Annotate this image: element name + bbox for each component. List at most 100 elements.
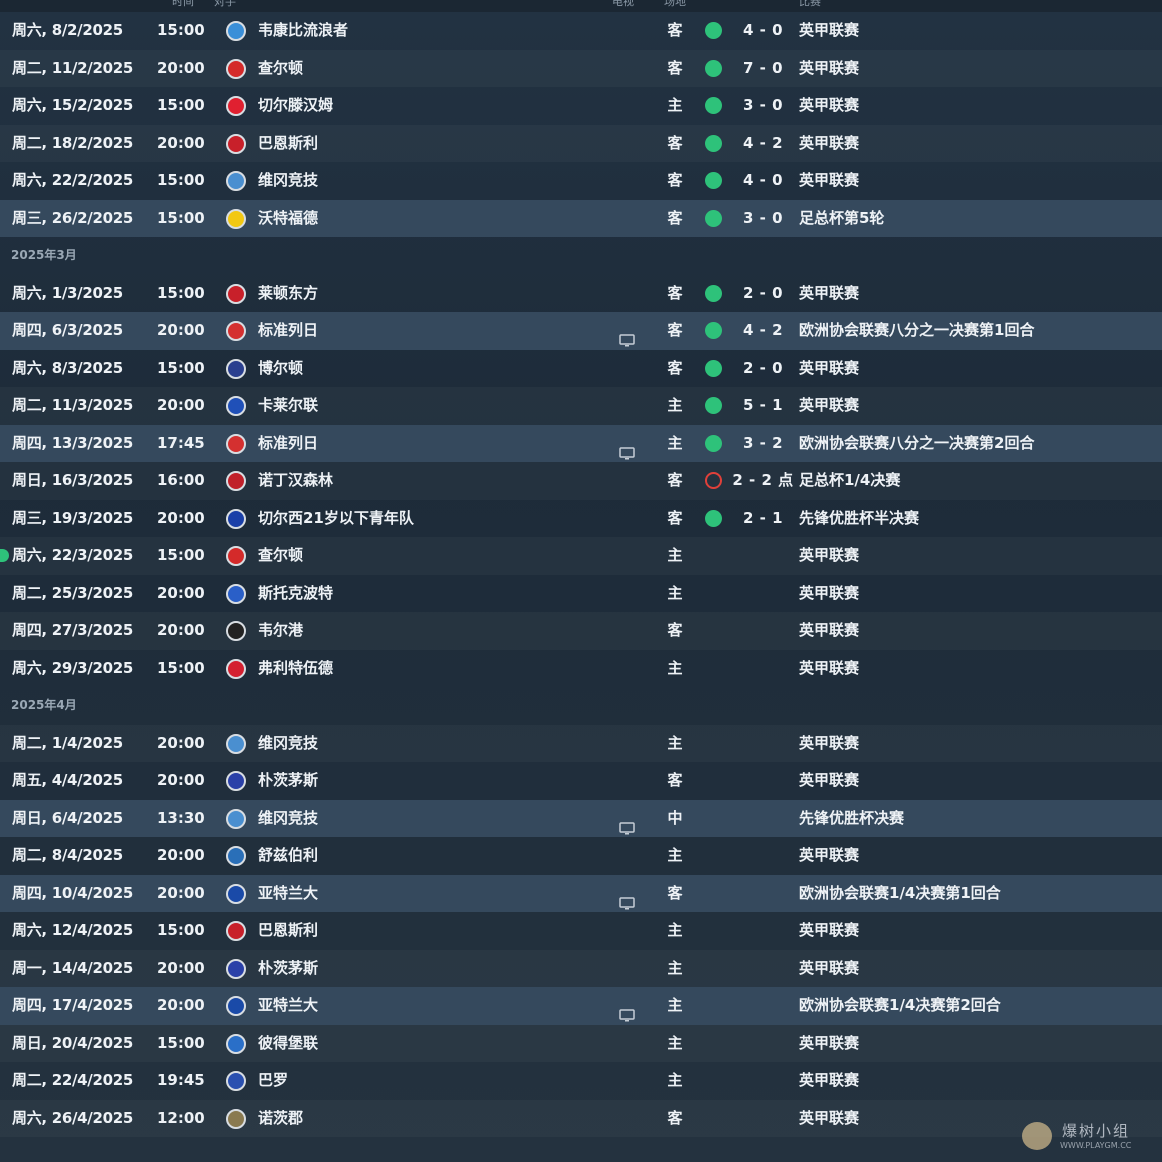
opponent-name[interactable]: 标准列日 <box>258 433 319 452</box>
opponent-name[interactable]: 标准列日 <box>258 321 319 339</box>
fixture-row[interactable]: 周四, 27/3/2025 20:00 韦尔港 客 英甲联赛 <box>0 612 1162 650</box>
fixture-row[interactable]: 周六, 1/3/2025 15:00 莱顿东方 客 2 - 0 英甲联赛 <box>0 275 1162 313</box>
opponent-name[interactable]: 巴罗 <box>258 1071 289 1089</box>
match-date[interactable]: 周二, 8/4/2025 <box>12 846 123 864</box>
fixture-row[interactable]: 周六, 8/2/2025 15:00 韦康比流浪者 客 4 - 0 英甲联赛 <box>0 12 1162 50</box>
team-crest-icon[interactable] <box>226 396 246 416</box>
fixture-row[interactable]: 周六, 26/4/2025 12:00 诺茨郡 客 英甲联赛 <box>0 1100 1162 1138</box>
fixture-row[interactable]: 周一, 14/4/2025 20:00 朴茨茅斯 主 英甲联赛 <box>0 950 1162 988</box>
fixture-row[interactable]: 周六, 22/2/2025 15:00 维冈竞技 客 4 - 0 英甲联赛 <box>0 162 1162 200</box>
match-date[interactable]: 周二, 25/3/2025 <box>12 583 134 602</box>
fixture-row[interactable]: 周六, 15/2/2025 15:00 切尔滕汉姆 主 3 - 0 英甲联赛 <box>0 87 1162 125</box>
match-date[interactable]: 周二, 18/2/2025 <box>12 133 134 152</box>
fixture-row[interactable]: 周日, 16/3/2025 16:00 诺丁汉森林 客 2 - 2 点足总杯1/4决赛 <box>0 462 1162 500</box>
header-tv[interactable]: 电视 <box>612 0 634 8</box>
match-date[interactable]: 周六, 26/4/2025 <box>12 1108 134 1127</box>
competition-name[interactable]: 欧洲协会联赛1/4决赛第2回合 <box>799 996 1001 1014</box>
match-score[interactable]: 4 - 0 <box>742 21 784 39</box>
header-venue[interactable]: 场地 <box>664 0 686 8</box>
competition-name[interactable]: 先锋优胜杯半决赛 <box>799 508 920 527</box>
opponent-name[interactable]: 亚特兰大 <box>258 883 319 902</box>
fixture-row[interactable]: 周四, 10/4/2025 20:00 亚特兰大 客 欧洲协会联赛1/4决赛第1回合 <box>0 874 1162 912</box>
team-crest-icon[interactable] <box>226 321 246 341</box>
team-crest-icon[interactable] <box>226 21 246 41</box>
competition-name[interactable]: 先锋优胜杯决赛 <box>799 808 905 827</box>
competition-name[interactable]: 英甲联赛 <box>799 358 860 377</box>
team-crest-icon[interactable] <box>226 283 246 304</box>
opponent-name[interactable]: 弗利特伍德 <box>258 658 334 677</box>
match-score[interactable]: 2 - 1 <box>742 508 784 527</box>
competition-name[interactable]: 英甲联赛 <box>799 958 860 977</box>
match-date[interactable]: 周二, 11/3/2025 <box>12 396 134 414</box>
fixture-row[interactable]: 周四, 13/3/2025 17:45 标准列日 主 3 - 2 欧洲协会联赛八分之一决赛… <box>0 424 1162 462</box>
team-crest-icon[interactable] <box>226 808 246 829</box>
team-crest-icon[interactable] <box>226 996 246 1016</box>
competition-name[interactable]: 英甲联赛 <box>799 133 860 152</box>
match-date[interactable]: 周六, 8/3/2025 <box>12 358 123 377</box>
opponent-name[interactable]: 查尔顿 <box>258 58 304 77</box>
match-date[interactable]: 周一, 14/4/2025 <box>12 958 134 977</box>
team-crest-icon[interactable] <box>226 621 246 641</box>
competition-name[interactable]: 英甲联赛 <box>799 21 860 39</box>
match-date[interactable]: 周日, 20/4/2025 <box>12 1033 134 1052</box>
fixture-row[interactable]: 周四, 17/4/2025 20:00 亚特兰大 主 欧洲协会联赛1/4决赛第2回合 <box>0 987 1162 1025</box>
match-date[interactable]: 周四, 27/3/2025 <box>12 621 134 639</box>
fixture-row[interactable]: 周四, 6/3/2025 20:00 标准列日 客 4 - 2 欧洲协会联赛八分之一决赛第… <box>0 312 1162 350</box>
match-score[interactable]: 2 - 2 点 <box>732 471 794 489</box>
match-date[interactable]: 周六, 22/3/2025 <box>12 546 134 564</box>
match-date[interactable]: 周四, 17/4/2025 <box>12 996 134 1014</box>
match-date[interactable]: 周六, 15/2/2025 <box>12 96 134 114</box>
competition-name[interactable]: 英甲联赛 <box>799 1108 860 1127</box>
competition-name[interactable]: 英甲联赛 <box>799 1033 860 1052</box>
opponent-name[interactable]: 彼得堡联 <box>258 1033 319 1052</box>
opponent-name[interactable]: 博尔顿 <box>258 358 304 377</box>
fixture-row[interactable]: 周三, 26/2/2025 15:00 沃特福德 客 3 - 0 足总杯第5轮 <box>0 199 1162 237</box>
opponent-name[interactable]: 切尔西21岁以下青年队 <box>258 508 414 527</box>
team-crest-icon[interactable] <box>226 583 246 604</box>
fixture-row[interactable]: 周六, 22/3/2025 15:00 查尔顿 主 英甲联赛 <box>0 537 1162 575</box>
header-time[interactable]: 时间 <box>172 0 194 8</box>
opponent-name[interactable]: 切尔滕汉姆 <box>258 96 334 114</box>
match-date[interactable]: 周六, 8/2/2025 <box>12 21 123 39</box>
match-date[interactable]: 周六, 29/3/2025 <box>12 658 134 677</box>
team-crest-icon[interactable] <box>226 958 246 979</box>
team-crest-icon[interactable] <box>226 171 246 191</box>
competition-name[interactable]: 英甲联赛 <box>799 546 860 564</box>
match-date[interactable]: 周二, 1/4/2025 <box>12 733 123 752</box>
team-crest-icon[interactable] <box>226 546 246 566</box>
opponent-name[interactable]: 亚特兰大 <box>258 996 319 1014</box>
fixture-row[interactable]: 周日, 6/4/2025 13:30 维冈竞技 中 先锋优胜杯决赛 <box>0 799 1162 837</box>
opponent-name[interactable]: 莱顿东方 <box>258 283 319 302</box>
match-score[interactable]: 4 - 0 <box>742 171 784 189</box>
match-score[interactable]: 4 - 2 <box>742 133 784 152</box>
competition-name[interactable]: 英甲联赛 <box>799 171 860 189</box>
competition-name[interactable]: 英甲联赛 <box>799 1071 860 1089</box>
team-crest-icon[interactable] <box>226 358 246 379</box>
team-crest-icon[interactable] <box>226 433 246 454</box>
competition-name[interactable]: 英甲联赛 <box>799 58 860 77</box>
team-crest-icon[interactable] <box>226 846 246 866</box>
opponent-name[interactable]: 维冈竞技 <box>258 171 319 189</box>
opponent-name[interactable]: 韦康比流浪者 <box>258 21 349 39</box>
opponent-name[interactable]: 沃特福德 <box>258 208 319 227</box>
team-crest-icon[interactable] <box>226 921 246 941</box>
match-date[interactable]: 周四, 6/3/2025 <box>12 321 123 339</box>
competition-name[interactable]: 英甲联赛 <box>799 658 860 677</box>
match-date[interactable]: 周五, 4/4/2025 <box>12 771 123 789</box>
competition-name[interactable]: 欧洲协会联赛八分之一决赛第1回合 <box>799 321 1035 339</box>
opponent-name[interactable]: 查尔顿 <box>258 546 304 564</box>
competition-name[interactable]: 足总杯第5轮 <box>799 208 885 227</box>
opponent-name[interactable]: 朴茨茅斯 <box>258 958 319 977</box>
match-score[interactable]: 5 - 1 <box>742 396 784 414</box>
team-crest-icon[interactable] <box>226 771 246 791</box>
team-crest-icon[interactable] <box>226 508 246 529</box>
opponent-name[interactable]: 巴恩斯利 <box>258 921 319 939</box>
team-crest-icon[interactable] <box>226 733 246 754</box>
opponent-name[interactable]: 维冈竞技 <box>258 733 319 752</box>
match-date[interactable]: 周日, 6/4/2025 <box>12 808 123 827</box>
opponent-name[interactable]: 斯托克波特 <box>258 583 334 602</box>
match-score[interactable]: 2 - 0 <box>742 358 784 377</box>
team-crest-icon[interactable] <box>226 658 246 679</box>
opponent-name[interactable]: 巴恩斯利 <box>258 133 319 152</box>
competition-name[interactable]: 英甲联赛 <box>799 733 860 752</box>
